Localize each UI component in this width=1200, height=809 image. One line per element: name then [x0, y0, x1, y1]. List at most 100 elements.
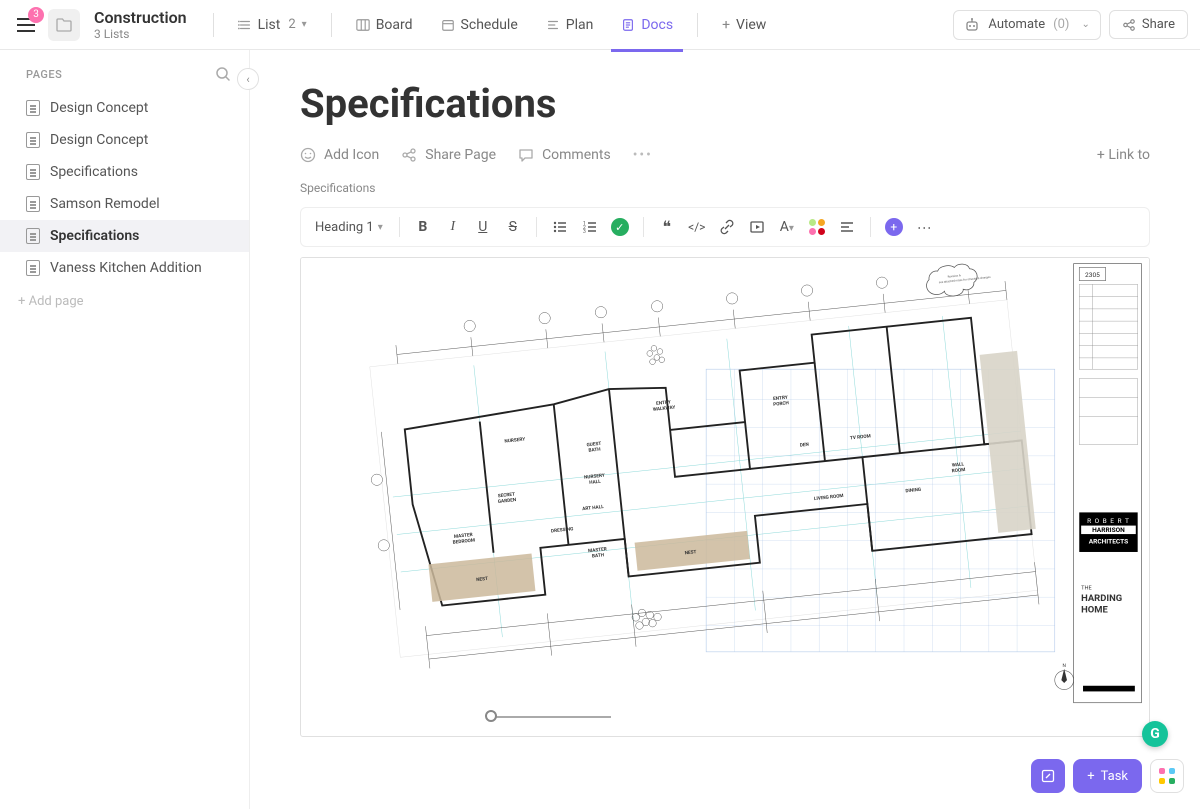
- link-button[interactable]: [714, 214, 740, 240]
- top-bar: 3 Construction 3 Lists List 2 ▾ Board Sc…: [0, 0, 1200, 50]
- bullet-list-button[interactable]: [547, 214, 573, 240]
- page-item[interactable]: Specifications: [0, 220, 249, 252]
- list-icon: [238, 18, 252, 32]
- svg-text:HOME: HOME: [1081, 604, 1108, 615]
- automate-button[interactable]: Automate (0) ⌄: [953, 10, 1100, 40]
- page-item[interactable]: Specifications: [0, 156, 249, 188]
- comments-label: Comments: [542, 147, 611, 163]
- share-page-button[interactable]: Share Page: [401, 147, 496, 163]
- chevron-down-icon: ▾: [302, 19, 307, 30]
- page-icon: [26, 164, 40, 180]
- toolbar-more-button[interactable]: ⋮: [911, 214, 937, 240]
- search-icon[interactable]: [215, 66, 231, 82]
- quote-button[interactable]: ❝: [654, 214, 680, 240]
- page-label: Samson Remodel: [50, 196, 160, 212]
- svg-text:R O B E R T: R O B E R T: [1087, 517, 1130, 525]
- page-icon: [26, 196, 40, 212]
- strike-icon: S: [509, 219, 517, 235]
- page-label: Design Concept: [50, 132, 148, 148]
- document-actions: Add Icon Share Page Comments ••• + Link …: [300, 147, 1150, 163]
- tab-list[interactable]: List 2 ▾: [228, 11, 317, 39]
- blueprint-image[interactable]: 2305 R O B E R T HARRISON: [300, 257, 1150, 737]
- quick-edit-button[interactable]: [1031, 759, 1065, 793]
- text-color-button[interactable]: A▾: [774, 214, 800, 240]
- plus-icon: +: [722, 17, 730, 33]
- page-item[interactable]: Design Concept: [0, 124, 249, 156]
- apps-icon: [1159, 768, 1175, 784]
- tab-board[interactable]: Board: [346, 11, 423, 39]
- heading-selector[interactable]: Heading 1 ▾: [309, 220, 389, 235]
- tab-schedule[interactable]: Schedule: [431, 11, 528, 39]
- italic-button[interactable]: I: [440, 214, 466, 240]
- svg-text:ARCHITECTS: ARCHITECTS: [1089, 537, 1128, 545]
- task-label: Task: [1101, 769, 1128, 784]
- svg-text:THE: THE: [1081, 586, 1092, 592]
- svg-text:N: N: [1063, 663, 1066, 669]
- menu-button[interactable]: 3: [12, 11, 40, 39]
- plan-icon: [546, 18, 560, 32]
- add-page-button[interactable]: + Add page: [0, 284, 249, 319]
- svg-text:HARRISON: HARRISON: [1092, 526, 1125, 534]
- board-icon: [356, 18, 370, 32]
- share-label: Share: [1142, 17, 1175, 32]
- bold-button[interactable]: B: [410, 214, 436, 240]
- breadcrumb: Specifications: [300, 181, 1150, 195]
- page-icon: [26, 260, 40, 276]
- check-icon: ✓: [611, 218, 629, 236]
- tab-board-label: Board: [376, 17, 413, 33]
- strikethrough-button[interactable]: S: [500, 214, 526, 240]
- page-icon: [26, 132, 40, 148]
- page-label: Specifications: [50, 164, 138, 180]
- zoom-slider[interactable]: [491, 716, 611, 718]
- link-icon: [719, 219, 735, 235]
- share-button[interactable]: Share: [1109, 10, 1188, 39]
- code-button[interactable]: </>: [684, 214, 710, 240]
- add-icon-button[interactable]: Add Icon: [300, 147, 379, 163]
- pages-label: PAGES: [26, 68, 62, 81]
- tab-docs[interactable]: Docs: [611, 11, 683, 39]
- sidebar: PAGES ‹ Design ConceptDesign ConceptSpec…: [0, 50, 250, 809]
- page-label: Specifications: [50, 228, 139, 244]
- checklist-button[interactable]: ✓: [607, 214, 633, 240]
- more-actions-button[interactable]: •••: [633, 147, 653, 163]
- chevron-down-icon: ▾: [378, 222, 383, 233]
- slider-knob[interactable]: [485, 710, 497, 722]
- insert-button[interactable]: +: [881, 214, 907, 240]
- new-task-button[interactable]: + Task: [1073, 759, 1142, 793]
- comments-button[interactable]: Comments: [518, 147, 611, 163]
- page-item[interactable]: Design Concept: [0, 92, 249, 124]
- embed-button[interactable]: [744, 214, 770, 240]
- grammarly-icon[interactable]: G: [1142, 721, 1168, 747]
- separator: [643, 217, 644, 237]
- page-item[interactable]: Vaness Kitchen Addition: [0, 252, 249, 284]
- link-to-button[interactable]: + Link to: [1097, 147, 1150, 163]
- tab-plan[interactable]: Plan: [536, 11, 604, 39]
- notification-badge: 3: [28, 7, 44, 23]
- tab-add-view[interactable]: + View: [712, 11, 776, 39]
- chevron-down-icon: ⌄: [1081, 19, 1089, 30]
- blueprint-svg: 2305 R O B E R T HARRISON: [301, 258, 1149, 710]
- separator: [536, 217, 537, 237]
- separator: [870, 217, 871, 237]
- docs-icon: [621, 18, 635, 32]
- robot-icon: [964, 17, 980, 33]
- numbered-list-button[interactable]: 123: [577, 214, 603, 240]
- automate-label: Automate: [988, 17, 1045, 32]
- underline-button[interactable]: U: [470, 214, 496, 240]
- tab-view-label: View: [736, 17, 766, 33]
- underline-icon: U: [478, 219, 487, 235]
- divider: [697, 13, 698, 37]
- page-item[interactable]: Samson Remodel: [0, 188, 249, 220]
- document-content: Specifications Add Icon Share Page Comme…: [250, 50, 1200, 809]
- automate-count: (0): [1053, 17, 1069, 32]
- numbered-icon: 123: [582, 219, 598, 235]
- apps-button[interactable]: [1150, 759, 1184, 793]
- align-button[interactable]: [834, 214, 860, 240]
- highlight-button[interactable]: [804, 214, 830, 240]
- quote-icon: ❝: [662, 217, 671, 237]
- document-title[interactable]: Specifications: [300, 80, 1150, 127]
- text-color-icon: A▾: [780, 219, 794, 235]
- tab-list-count: 2: [288, 17, 295, 32]
- project-title: Construction: [94, 8, 187, 27]
- page-icon: [26, 228, 40, 244]
